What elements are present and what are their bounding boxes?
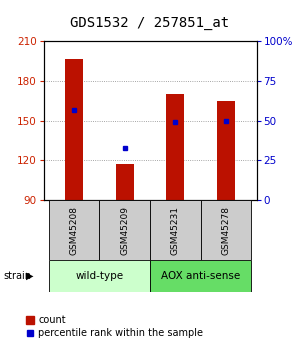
Bar bbox=[116, 164, 134, 200]
Bar bbox=[217, 101, 235, 200]
Text: GSM45231: GSM45231 bbox=[171, 206, 180, 255]
Text: GSM45278: GSM45278 bbox=[222, 206, 231, 255]
Text: GSM45208: GSM45208 bbox=[69, 206, 78, 255]
Bar bbox=[201, 200, 251, 260]
Text: strain: strain bbox=[3, 271, 31, 281]
Legend: count, percentile rank within the sample: count, percentile rank within the sample bbox=[26, 315, 203, 338]
Bar bbox=[167, 94, 184, 200]
Bar bbox=[150, 200, 201, 260]
Bar bbox=[150, 260, 251, 292]
Bar bbox=[65, 59, 83, 200]
Text: GDS1532 / 257851_at: GDS1532 / 257851_at bbox=[70, 16, 230, 30]
Bar bbox=[99, 200, 150, 260]
Text: GSM45209: GSM45209 bbox=[120, 206, 129, 255]
Text: AOX anti-sense: AOX anti-sense bbox=[161, 271, 240, 281]
Text: ▶: ▶ bbox=[26, 271, 34, 281]
Bar bbox=[49, 260, 150, 292]
Bar bbox=[49, 200, 99, 260]
Text: wild-type: wild-type bbox=[75, 271, 123, 281]
